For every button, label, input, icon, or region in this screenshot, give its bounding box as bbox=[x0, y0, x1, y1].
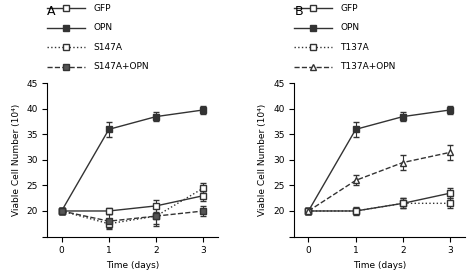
Text: T137A+OPN: T137A+OPN bbox=[340, 62, 396, 71]
Text: A: A bbox=[47, 5, 56, 18]
X-axis label: Time (days): Time (days) bbox=[353, 261, 406, 270]
Text: S147A+OPN: S147A+OPN bbox=[93, 62, 149, 71]
Text: S147A: S147A bbox=[93, 43, 122, 52]
Y-axis label: Viable Cell Number (10⁴): Viable Cell Number (10⁴) bbox=[12, 104, 21, 216]
Text: T137A: T137A bbox=[340, 43, 369, 52]
Text: OPN: OPN bbox=[93, 23, 112, 32]
Y-axis label: Viable Cell Number (10⁴): Viable Cell Number (10⁴) bbox=[258, 104, 267, 216]
X-axis label: Time (days): Time (days) bbox=[106, 261, 159, 270]
Text: B: B bbox=[294, 5, 303, 18]
Text: OPN: OPN bbox=[340, 23, 359, 32]
Text: GFP: GFP bbox=[340, 4, 358, 13]
Text: GFP: GFP bbox=[93, 4, 111, 13]
